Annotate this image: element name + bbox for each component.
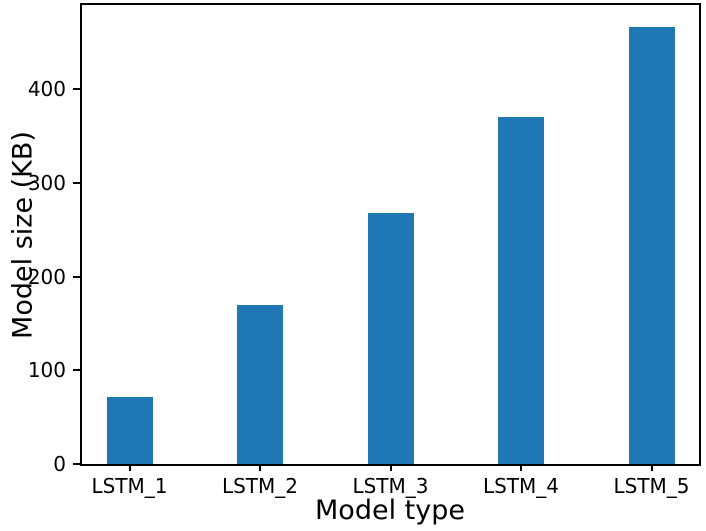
y-tick-label: 200 [27,264,66,289]
bar-lstm_1 [106,396,153,464]
y-tick-label: 400 [27,77,66,102]
x-tick-label: LSTM_3 [352,474,429,498]
y-tick [73,181,80,184]
x-tick-label: LSTM_1 [91,474,168,498]
y-tick [73,463,80,465]
x-tick-label: LSTM_4 [482,474,560,498]
bar-lstm_2 [237,304,283,464]
plot-area [80,3,701,466]
y-tick-label: 300 [27,170,66,195]
x-tick [520,464,522,471]
y-tick [73,88,80,91]
x-tick-label: LSTM_5 [613,474,690,498]
x-tick [650,464,653,471]
bar-lstm_3 [367,212,414,464]
bar-lstm_5 [628,27,675,464]
y-tick [73,275,80,278]
y-tick [73,369,80,372]
x-tick [259,464,261,471]
x-tick [389,464,392,471]
y-axis-label: Model size (KB) [7,131,39,339]
bar-lstm_4 [498,117,544,464]
y-tick-label: 0 [53,452,66,476]
x-tick [128,464,131,471]
x-axis-label: Model type [315,495,465,526]
x-tick-label: LSTM_2 [221,474,299,498]
y-tick-label: 100 [27,358,66,383]
